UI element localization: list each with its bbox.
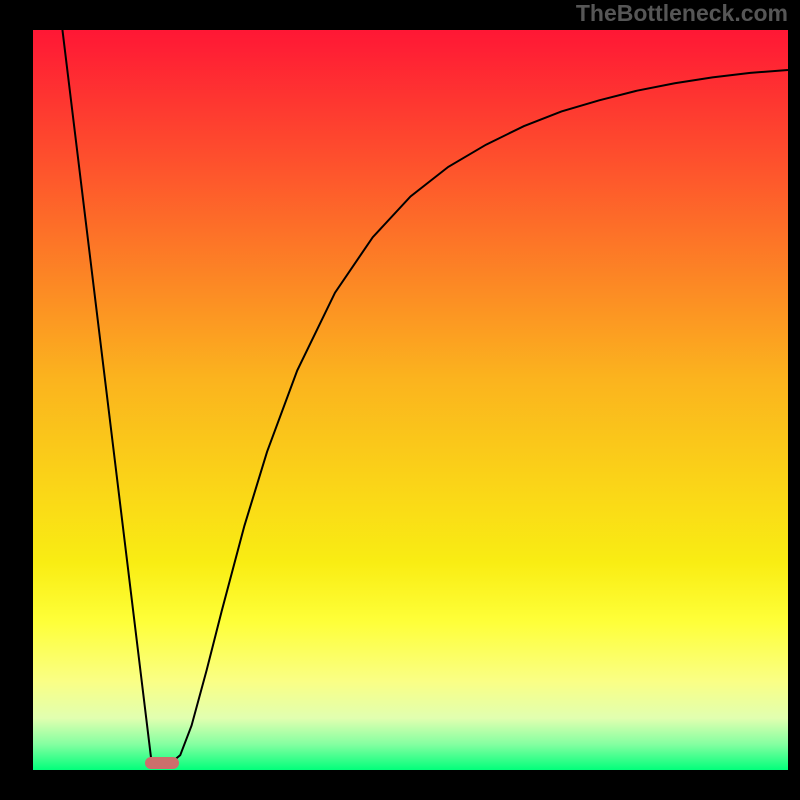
bottleneck-chart-figure: TheBottleneck.com	[0, 0, 800, 800]
chart-svg	[33, 30, 788, 770]
attribution-text: TheBottleneck.com	[576, 0, 788, 27]
chart-background	[33, 30, 788, 770]
optimal-range-marker	[145, 757, 180, 769]
plot-area	[33, 30, 788, 770]
